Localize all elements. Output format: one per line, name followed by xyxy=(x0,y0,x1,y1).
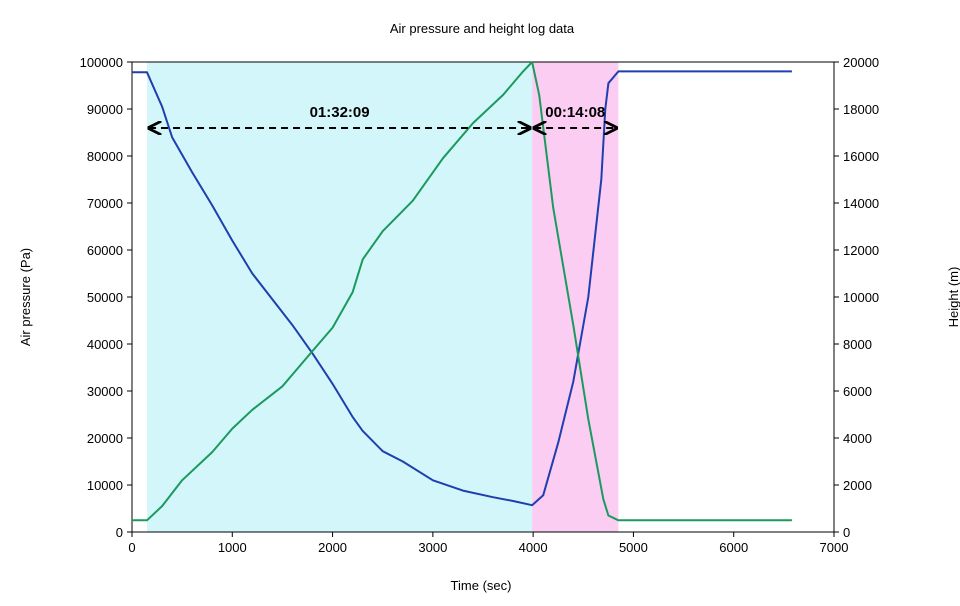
y-axis-right-label: Height (m) xyxy=(946,267,960,328)
y-right-tick-label: 0 xyxy=(843,525,850,540)
y-right-tick-label: 6000 xyxy=(843,384,872,399)
height-line xyxy=(132,61,792,522)
y-left-tick-label: 10000 xyxy=(87,478,123,493)
y-right-tick-label: 18000 xyxy=(843,102,879,117)
x-tick-label: 2000 xyxy=(318,540,347,555)
x-tick-label: 1000 xyxy=(218,540,247,555)
duration-label-1: 01:32:09 xyxy=(310,104,370,121)
pressure-line xyxy=(132,70,792,507)
y-right-tick-label: 10000 xyxy=(843,290,879,305)
duration-annotations: 01:32:09 00:14:08 xyxy=(149,104,616,128)
x-axis: 0 1000 2000 3000 4000 5000 6000 7000 xyxy=(128,532,848,555)
x-tick-label: 4000 xyxy=(519,540,548,555)
highlight-region-2 xyxy=(532,62,619,532)
x-tick-label: 5000 xyxy=(619,540,648,555)
duration-label-2: 00:14:08 xyxy=(545,104,605,121)
y-left-tick-label: 0 xyxy=(116,525,123,540)
y-left-tick-label: 100000 xyxy=(80,55,123,70)
y-axis-left: 0 10000 20000 30000 40000 50000 60000 70000 8000… xyxy=(80,55,132,540)
y-axis-right: 0 2000 4000 6000 8000 10000 12000 14000 16000 180… xyxy=(834,55,879,540)
y-right-tick-label: 2000 xyxy=(843,478,872,493)
series-layer xyxy=(132,61,792,522)
y-left-tick-label: 20000 xyxy=(87,431,123,446)
y-right-tick-label: 14000 xyxy=(843,196,879,211)
y-left-tick-label: 90000 xyxy=(87,102,123,117)
y-axis-left-label: Air pressure (Pa) xyxy=(18,248,33,346)
chart-title: Air pressure and height log data xyxy=(390,21,575,36)
y-left-tick-label: 40000 xyxy=(87,337,123,352)
x-tick-label: 0 xyxy=(128,540,135,555)
y-right-tick-label: 4000 xyxy=(843,431,872,446)
y-left-tick-label: 30000 xyxy=(87,384,123,399)
y-left-tick-label: 80000 xyxy=(87,149,123,164)
y-right-tick-label: 20000 xyxy=(843,55,879,70)
highlight-region-1 xyxy=(147,62,533,532)
y-right-tick-label: 16000 xyxy=(843,149,879,164)
y-left-tick-label: 60000 xyxy=(87,243,123,258)
x-tick-label: 3000 xyxy=(418,540,447,555)
y-right-tick-label: 12000 xyxy=(843,243,879,258)
x-tick-label: 6000 xyxy=(719,540,748,555)
y-left-tick-label: 50000 xyxy=(87,290,123,305)
x-axis-label: Time (sec) xyxy=(451,578,512,593)
highlight-regions xyxy=(147,62,619,532)
y-right-tick-label: 8000 xyxy=(843,337,872,352)
y-left-tick-label: 70000 xyxy=(87,196,123,211)
x-tick-label: 7000 xyxy=(820,540,849,555)
